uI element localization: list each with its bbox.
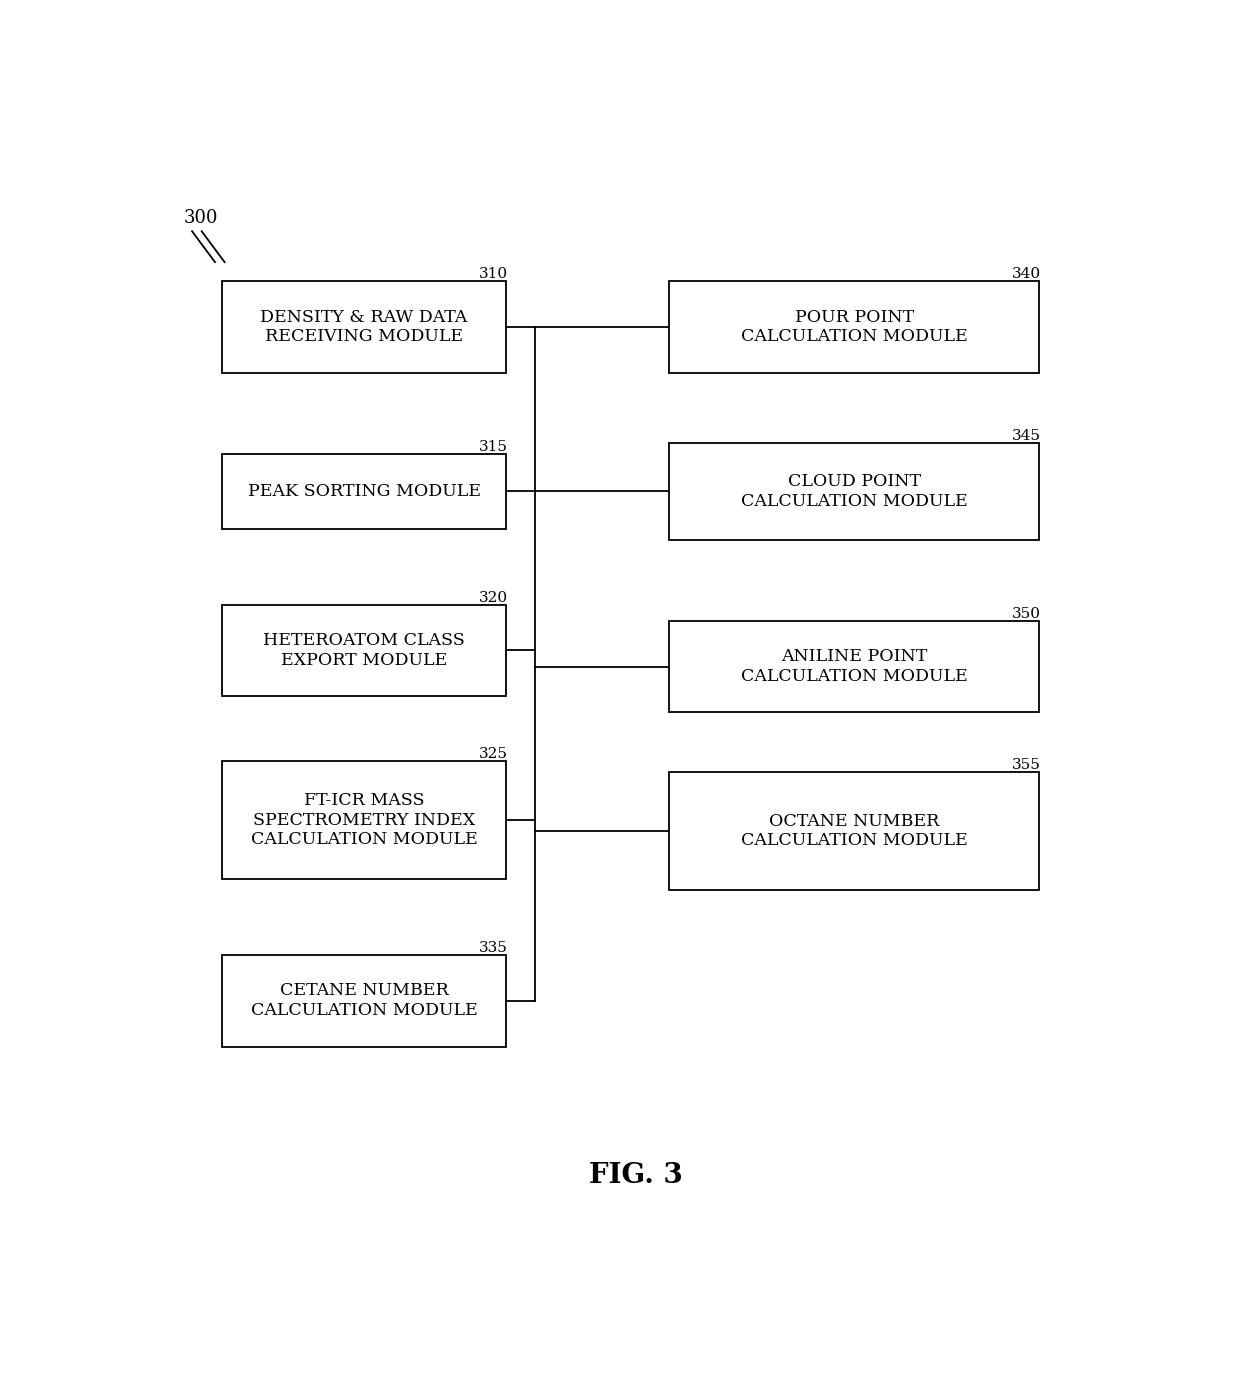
Text: CLOUD POINT
CALCULATION MODULE: CLOUD POINT CALCULATION MODULE — [740, 473, 967, 510]
FancyBboxPatch shape — [670, 281, 1039, 372]
FancyBboxPatch shape — [222, 605, 506, 696]
Text: 300: 300 — [184, 209, 218, 227]
Text: OCTANE NUMBER
CALCULATION MODULE: OCTANE NUMBER CALCULATION MODULE — [740, 812, 967, 850]
FancyBboxPatch shape — [222, 762, 506, 879]
Text: ANILINE POINT
CALCULATION MODULE: ANILINE POINT CALCULATION MODULE — [740, 648, 967, 685]
Text: HETEROATOM CLASS
EXPORT MODULE: HETEROATOM CLASS EXPORT MODULE — [263, 633, 465, 669]
FancyBboxPatch shape — [222, 955, 506, 1047]
Text: 355: 355 — [1012, 757, 1042, 771]
FancyBboxPatch shape — [222, 281, 506, 372]
Text: 325: 325 — [479, 748, 507, 762]
Text: 350: 350 — [1012, 606, 1042, 620]
Text: 340: 340 — [1012, 267, 1042, 281]
FancyBboxPatch shape — [670, 620, 1039, 713]
FancyBboxPatch shape — [670, 771, 1039, 890]
Text: 310: 310 — [479, 267, 507, 281]
Text: 315: 315 — [479, 440, 507, 454]
Text: 320: 320 — [479, 591, 507, 605]
Text: DENSITY & RAW DATA
RECEIVING MODULE: DENSITY & RAW DATA RECEIVING MODULE — [260, 309, 467, 346]
Text: FT-ICR MASS
SPECTROMETRY INDEX
CALCULATION MODULE: FT-ICR MASS SPECTROMETRY INDEX CALCULATI… — [250, 792, 477, 848]
Text: PEAK SORTING MODULE: PEAK SORTING MODULE — [248, 483, 481, 500]
Text: FIG. 3: FIG. 3 — [589, 1162, 682, 1190]
Text: 345: 345 — [1012, 428, 1042, 442]
FancyBboxPatch shape — [222, 454, 506, 529]
Text: 335: 335 — [479, 941, 507, 955]
FancyBboxPatch shape — [670, 442, 1039, 540]
Text: POUR POINT
CALCULATION MODULE: POUR POINT CALCULATION MODULE — [740, 309, 967, 346]
Text: CETANE NUMBER
CALCULATION MODULE: CETANE NUMBER CALCULATION MODULE — [250, 983, 477, 1019]
